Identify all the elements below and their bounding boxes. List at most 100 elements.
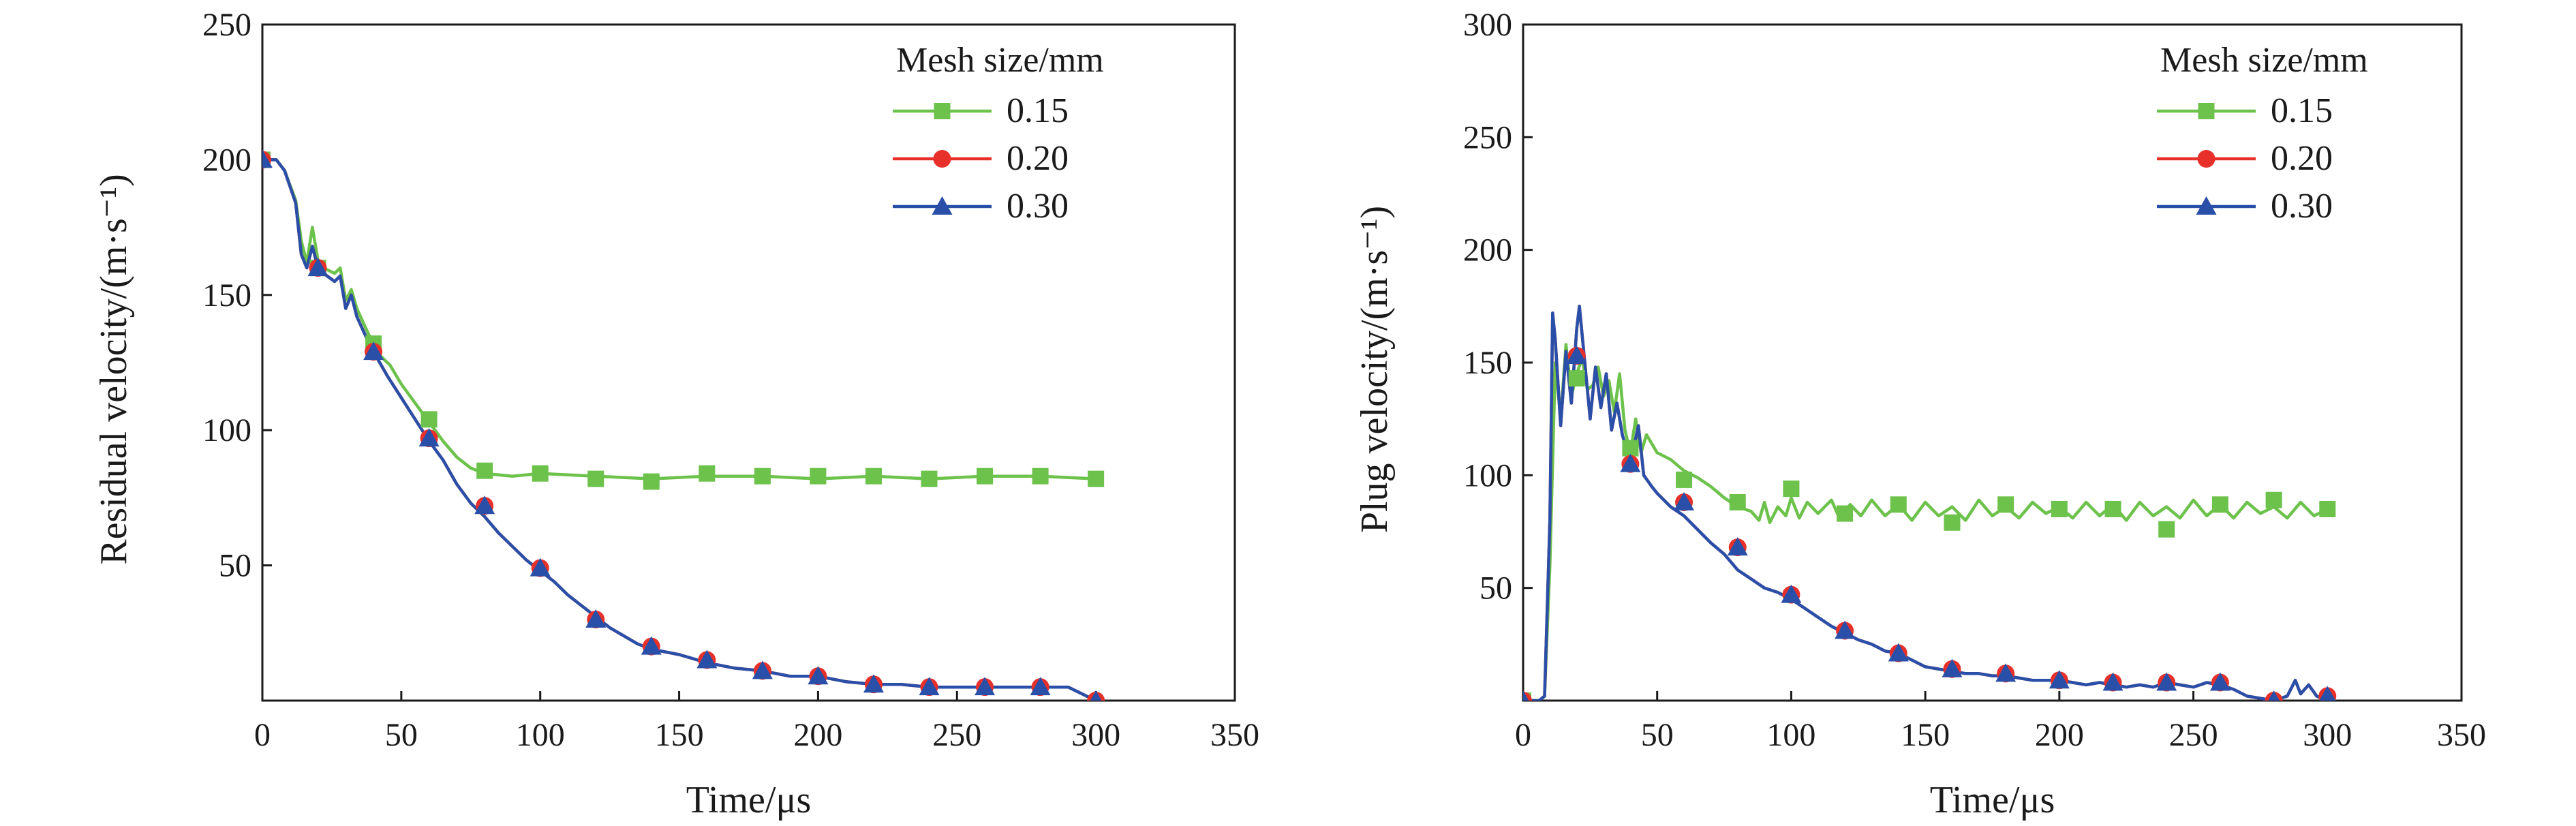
data-point-0-30: [1942, 658, 1963, 677]
legend-swatch-marker: [2196, 196, 2217, 215]
y-axis-title: Plug velocity/(m·s⁻¹): [1353, 206, 1396, 533]
data-point-0-15: [1568, 370, 1585, 387]
data-point-0-30: [696, 649, 718, 669]
series-line-0-20: [262, 158, 1097, 701]
y-tick-label: 250: [1463, 119, 1512, 155]
x-tick-label: 100: [516, 717, 565, 753]
data-point-0-30: [585, 609, 607, 628]
data-point-0-15: [2158, 521, 2175, 538]
legend-label: 0.15: [2271, 91, 2333, 130]
y-tick-label: 150: [202, 277, 251, 313]
data-point-0-30: [1727, 537, 1748, 556]
series-line-0-15: [262, 158, 1097, 480]
data-point-0-30: [919, 677, 940, 696]
data-point-0-15: [532, 465, 549, 482]
legend-label: 0.30: [1007, 187, 1069, 226]
data-point-0-15: [754, 468, 771, 485]
y-tick-label: 100: [1463, 457, 1512, 493]
x-tick-label: 250: [932, 717, 981, 753]
data-point-0-30: [1674, 492, 1695, 511]
data-point-0-15: [2319, 500, 2336, 517]
x-tick-label: 0: [1515, 717, 1531, 753]
x-tick-label: 50: [385, 717, 418, 753]
y-tick-label: 200: [1463, 232, 1512, 269]
x-tick-label: 100: [1766, 717, 1815, 753]
series-line-0-30: [262, 158, 1097, 701]
data-point-0-30: [1835, 620, 1856, 639]
plug-velocity-chart: 0 50 100 150 200 250 300 350 50 100 150 200 250 300 Ti…: [1353, 7, 2486, 821]
data-point-0-30: [641, 636, 662, 655]
residual-velocity-chart: 0 50 100 150 200 250 300 350 50 100 150 200 250 Time/…: [93, 7, 1259, 821]
x-tick-label: 300: [2303, 717, 2352, 753]
data-point-0-30: [363, 341, 384, 361]
data-point-0-15: [810, 468, 827, 485]
legend: Mesh size/mm 0.15 0.20 0.30: [2157, 41, 2368, 226]
data-point-0-30: [530, 557, 551, 577]
data-point-0-15: [1890, 496, 1907, 513]
data-point-0-15: [1944, 514, 1961, 531]
data-point-0-15: [476, 462, 493, 479]
data-point-0-15: [1622, 440, 1639, 457]
x-tick-label: 200: [2035, 717, 2084, 753]
legend-label: 0.15: [1007, 91, 1069, 130]
data-point-0-30: [752, 660, 773, 679]
data-point-0-15: [1032, 468, 1049, 485]
data-point-0-30: [1995, 663, 2017, 682]
data-point-0-15: [643, 473, 660, 490]
data-point-0-15: [2104, 500, 2121, 517]
x-tick-label: 150: [1901, 717, 1950, 753]
y-tick-label: 200: [202, 142, 251, 178]
y-tick-label: 150: [1463, 345, 1512, 381]
data-point-0-30: [1566, 346, 1587, 365]
x-axis-title: Time/μs: [686, 779, 812, 821]
series-layer: [262, 149, 1105, 701]
legend-label: 0.20: [2271, 139, 2333, 178]
y-tick-label: 50: [219, 548, 251, 584]
data-point-0-30: [2268, 690, 2280, 701]
legend-swatch-marker: [2197, 150, 2215, 168]
legend-swatch-marker: [934, 103, 951, 119]
y-tick-label: 50: [1479, 570, 1512, 607]
legend: Mesh size/mm 0.15 0.20 0.30: [893, 41, 1104, 226]
series-layer: [1523, 305, 2337, 701]
data-point-0-15: [699, 465, 716, 482]
data-point-0-15: [977, 468, 994, 485]
data-point-0-30: [2319, 686, 2336, 701]
y-tick-label: 100: [202, 412, 251, 448]
data-point-0-30: [808, 666, 829, 685]
y-axis-title: Residual velocity/(m·s⁻¹): [93, 174, 135, 565]
data-point-0-15: [1837, 505, 1854, 522]
data-point-0-15: [921, 470, 938, 487]
x-tick-label: 350: [2437, 717, 2486, 753]
series-line-0-15: [1523, 343, 2329, 701]
data-point-0-30: [2209, 672, 2230, 691]
x-tick-label: 150: [655, 717, 704, 753]
data-point-0-15: [2265, 491, 2282, 508]
data-point-0-30: [1888, 643, 1909, 662]
data-point-0-30: [307, 258, 328, 277]
data-point-0-15: [1783, 480, 1800, 498]
plot-area-frame: [261, 23, 1236, 702]
x-tick-label: 250: [2169, 717, 2218, 753]
x-tick-label: 200: [793, 717, 842, 753]
data-point-0-30: [975, 677, 996, 696]
data-point-0-30: [863, 674, 884, 693]
data-point-0-30: [1523, 690, 1529, 701]
legend-swatch-marker: [2198, 103, 2215, 119]
data-point-0-15: [587, 470, 604, 487]
data-point-0-30: [1781, 584, 1802, 603]
data-point-0-30: [262, 149, 273, 168]
x-axis-title: Time/μs: [1930, 779, 2055, 821]
legend-swatch-marker: [933, 150, 951, 168]
legend-label: 0.20: [1007, 139, 1069, 178]
data-point-0-30: [474, 495, 495, 515]
legend-label: 0.30: [2271, 187, 2333, 226]
data-point-0-15: [1997, 496, 2014, 513]
data-point-0-15: [2051, 500, 2068, 517]
data-point-0-15: [1676, 471, 1693, 488]
data-point-0-15: [865, 468, 882, 485]
data-point-0-30: [1030, 677, 1051, 696]
legend-title: Mesh size/mm: [2160, 41, 2368, 80]
data-point-0-15: [1729, 494, 1746, 511]
